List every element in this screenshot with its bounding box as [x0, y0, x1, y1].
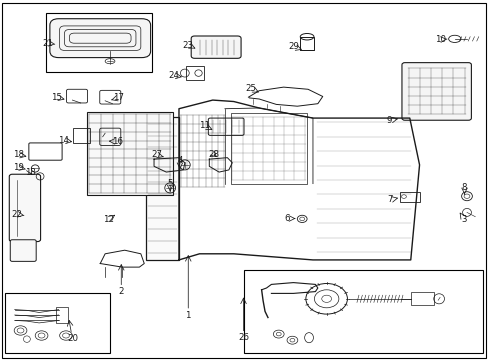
Text: 27: 27	[151, 150, 162, 159]
Text: 16: 16	[112, 137, 122, 146]
Text: 8: 8	[461, 183, 467, 192]
Text: 18: 18	[13, 150, 24, 159]
Text: 15: 15	[51, 93, 61, 102]
FancyBboxPatch shape	[50, 19, 150, 58]
Bar	[243, 270, 482, 353]
Text: 20: 20	[67, 334, 78, 343]
Text: 7: 7	[386, 195, 392, 204]
Text: 25: 25	[244, 84, 255, 93]
Text: 14: 14	[58, 136, 69, 145]
Text: 24: 24	[168, 71, 179, 80]
Text: 1: 1	[185, 310, 191, 320]
Text: 19: 19	[13, 163, 24, 172]
Text: 23: 23	[183, 40, 193, 49]
FancyBboxPatch shape	[191, 36, 241, 58]
Bar	[56, 307, 68, 323]
FancyBboxPatch shape	[9, 174, 41, 242]
Bar	[410, 292, 433, 305]
Bar	[300, 37, 313, 50]
Text: 17: 17	[113, 94, 123, 102]
Text: 10: 10	[434, 35, 445, 44]
Bar	[230, 113, 306, 184]
Bar	[87, 112, 172, 195]
Text: 5: 5	[167, 179, 173, 188]
Bar	[46, 13, 151, 72]
Text: 21: 21	[42, 39, 53, 48]
FancyBboxPatch shape	[10, 240, 36, 261]
Bar	[185, 66, 204, 80]
Text: 4: 4	[177, 156, 183, 165]
Bar	[5, 293, 110, 353]
Text: 11: 11	[199, 122, 209, 130]
Text: 28: 28	[208, 150, 219, 159]
Bar	[145, 117, 179, 260]
Text: 9: 9	[386, 116, 390, 125]
Text: 26: 26	[238, 333, 248, 342]
Text: 13: 13	[25, 168, 36, 177]
Text: 6: 6	[284, 214, 290, 223]
Text: 29: 29	[287, 42, 298, 51]
Text: 2: 2	[118, 287, 124, 296]
Text: 12: 12	[103, 215, 114, 224]
Bar	[399, 192, 419, 202]
FancyBboxPatch shape	[401, 63, 470, 120]
Bar	[73, 128, 90, 143]
Text: 22: 22	[12, 210, 22, 219]
Text: 3: 3	[461, 215, 467, 224]
